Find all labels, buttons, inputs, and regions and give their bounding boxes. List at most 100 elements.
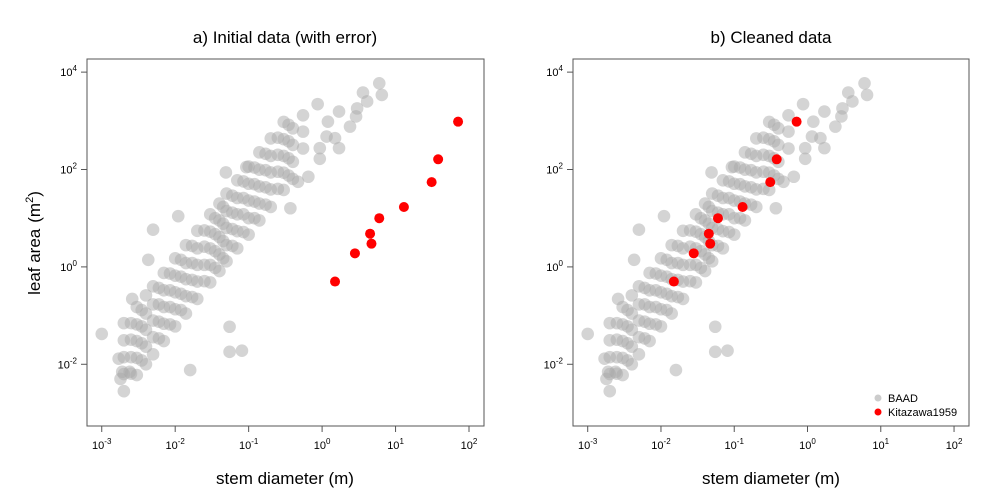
baad-point: [284, 201, 297, 215]
baad-point: [171, 209, 185, 223]
x-tick-label: 10-1: [239, 437, 259, 452]
kitazawa-point: [426, 177, 437, 188]
y-tick-label: 10-2: [58, 356, 78, 371]
legend-label-kitazawa: Kitazawa1959: [888, 407, 957, 419]
y-tick-label: 100: [60, 259, 77, 274]
baad-point: [829, 120, 842, 133]
baad-point: [814, 131, 827, 145]
baad-point: [657, 209, 671, 223]
baad-point: [146, 223, 160, 237]
legend-marker-baad: [874, 394, 882, 402]
x-tick-label: 10-3: [92, 437, 112, 452]
baad-point: [296, 108, 310, 122]
kitazawa-point: [688, 248, 699, 259]
kitazawa-point: [668, 276, 679, 287]
baad-point: [141, 253, 155, 267]
baad-point: [219, 166, 233, 179]
baad-point: [223, 345, 236, 359]
kitazawa-point: [712, 213, 723, 224]
baad-point: [643, 334, 656, 348]
baad-point: [112, 352, 125, 366]
panel-a-title: a) Initial data (with error): [193, 28, 377, 47]
baad-point: [343, 120, 357, 133]
baad-point: [782, 142, 795, 155]
baad-point: [277, 183, 290, 197]
baad-point: [787, 170, 801, 184]
baad-point: [721, 344, 734, 358]
panel-b-x-axis: 10-3 10-2 10-1 100 101 102: [578, 425, 963, 452]
baad-point: [179, 307, 193, 320]
baad-point: [157, 334, 171, 348]
baad-point: [286, 122, 300, 135]
y-tick-label: 100: [546, 259, 563, 274]
y-axis-label: leaf area(m2): [24, 191, 44, 295]
baad-point: [581, 327, 595, 341]
baad-point: [782, 108, 795, 122]
baad-point: [769, 201, 783, 215]
baad-point: [291, 175, 305, 189]
baad-point: [716, 242, 730, 255]
baad-point: [860, 88, 874, 102]
baad-point: [223, 320, 236, 334]
baad-point: [360, 95, 374, 108]
legend-marker-kitazawa: [874, 408, 882, 416]
baad-point: [818, 105, 831, 118]
kitazawa-point: [366, 238, 377, 249]
baad-point: [230, 242, 244, 255]
kitazawa-point: [330, 276, 341, 287]
baad-point: [632, 348, 646, 361]
y-label-unit: m: [25, 203, 44, 217]
baad-point: [772, 122, 785, 135]
kitazawa-point: [453, 116, 464, 127]
y-tick-label: 104: [60, 64, 77, 79]
baad-point: [654, 320, 668, 333]
baad-point: [836, 102, 849, 115]
kitazawa-point: [771, 154, 782, 165]
baad-point: [302, 170, 315, 184]
x-tick-label: 101: [387, 437, 404, 452]
panel-a-points: [95, 76, 464, 398]
baad-point: [807, 115, 820, 128]
baad-point: [146, 348, 160, 361]
baad-point: [242, 228, 255, 241]
x-tick-label: 10-2: [651, 437, 671, 452]
baad-point: [286, 155, 300, 169]
panel-b: b) Cleaned data 10-3 10-2 10-1 100 101 102 10…: [544, 28, 970, 488]
panel-b-x-label: stem diameter (m): [702, 469, 840, 488]
baad-point: [191, 292, 204, 306]
baad-point: [372, 76, 386, 90]
baad-point: [708, 345, 722, 359]
x-tick-label: 100: [314, 437, 331, 452]
baad-point: [286, 138, 300, 152]
baad-point: [183, 363, 197, 377]
baad-point: [632, 223, 646, 237]
legend: BAAD Kitazawa1959: [874, 393, 957, 419]
baad-point: [598, 352, 611, 366]
baad-point: [689, 276, 703, 289]
baad-point: [311, 97, 324, 111]
x-tick-label: 100: [799, 437, 816, 452]
kitazawa-point: [791, 116, 802, 127]
x-tick-label: 102: [461, 437, 478, 452]
y-tick-label: 10-2: [544, 356, 564, 371]
x-tick-label: 10-3: [578, 437, 598, 452]
baad-point: [665, 307, 678, 320]
baad-point: [313, 152, 327, 166]
baad-point: [321, 115, 335, 128]
y-tick-label: 102: [546, 162, 563, 177]
baad-point: [603, 384, 617, 398]
baad-point: [220, 255, 233, 268]
panel-a-y-axis: 10-2 100 102 104: [58, 64, 87, 371]
baad-point: [762, 183, 776, 197]
kitazawa-point: [705, 238, 716, 249]
kitazawa-point: [737, 201, 748, 212]
baad-point: [123, 365, 136, 379]
baad-point: [117, 384, 131, 398]
baad-point: [858, 76, 871, 90]
baad-point: [313, 141, 327, 155]
panel-a: a) Initial data (with error) 10-3 10-2 10-…: [24, 28, 485, 488]
baad-point: [625, 289, 639, 302]
baad-point: [625, 357, 639, 371]
x-tick-label: 10-1: [725, 437, 745, 452]
